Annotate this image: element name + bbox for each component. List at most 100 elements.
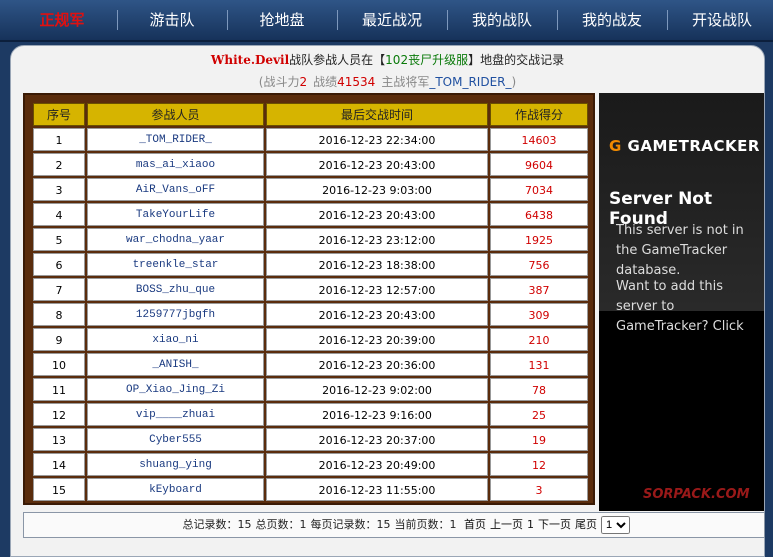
nav-item[interactable]: 我的战队 [471, 11, 532, 29]
time-cell: 2016-12-23 9:02:00 [266, 378, 488, 401]
record-table: 序号 参战人员 最后交战时间 作战得分 1 _TOM_RIDER_ 2016-12-23 2… [23, 93, 595, 505]
player-cell: _TOM_RIDER_ [87, 128, 264, 151]
power-label: (战斗力 [258, 75, 300, 89]
score-cell: 3 [490, 478, 588, 501]
rank-cell: 11 [33, 378, 85, 401]
player-cell: treenkle_star [87, 253, 264, 276]
rank-cell: 9 [33, 328, 85, 351]
time-cell: 2016-12-23 20:43:00 [266, 303, 488, 326]
ad-banner[interactable]: G GAMETRACKER Server Not Found This serv… [599, 93, 764, 511]
player-cell: Cyber555 [87, 428, 264, 451]
nav-item[interactable]: 我的战友 [581, 11, 642, 29]
score-cell: 25 [490, 403, 588, 426]
player-cell: shuang_ying [87, 453, 264, 476]
nav-separator [337, 10, 338, 30]
nav-separator [227, 10, 228, 30]
rank-cell: 10 [33, 353, 85, 376]
time-cell: 2016-12-23 20:39:00 [266, 328, 488, 351]
nav-separator [667, 10, 668, 30]
time-cell: 2016-12-23 20:43:00 [266, 153, 488, 176]
time-cell: 2016-12-23 18:38:00 [266, 253, 488, 276]
rank-cell: 8 [33, 303, 85, 326]
record-label: 战绩 [313, 75, 338, 89]
score-cell: 6438 [490, 203, 588, 226]
player-cell: kEyboard [87, 478, 264, 501]
player-cell: _ANISH_ [87, 353, 264, 376]
header-text: 】地盘的交战记录 [468, 53, 565, 67]
player-cell: OP_Xiao_Jing_Zi [87, 378, 264, 401]
server-name: 102丧尸升级服 [385, 53, 469, 67]
current-value: 1 [449, 518, 457, 531]
player-cell: vip____zhuai [87, 403, 264, 426]
time-cell: 2016-12-23 20:37:00 [266, 428, 488, 451]
nav-item[interactable]: 开设战队 [691, 11, 752, 29]
ad-image [599, 93, 764, 311]
record-value: 41534 [337, 75, 376, 89]
time-cell: 2016-12-23 23:12:00 [266, 228, 488, 251]
summary: (战斗力2 战绩41534 主战将军_TOM_RIDER_) [11, 73, 764, 90]
pagination: 总记录数：15 总页数：1 每页记录数：15 当前页数：1 首页 上一页 1 下一页 尾页 1 [23, 512, 765, 538]
ad-prompt: Want to add this server to GameTracker? … [616, 279, 744, 334]
nav-separator [117, 10, 118, 30]
ad-logo: G GAMETRACKER [609, 137, 760, 155]
time-cell: 2016-12-23 9:16:00 [266, 403, 488, 426]
summary-close: ) [511, 75, 517, 89]
player-cell: 1259777jbgfh [87, 303, 264, 326]
score-cell: 19 [490, 428, 588, 451]
power-value: 2 [299, 75, 308, 89]
time-cell: 2016-12-23 11:55:00 [266, 478, 488, 501]
rank-cell: 6 [33, 253, 85, 276]
per-page-value: 15 [376, 518, 391, 531]
pagination-inner: 总记录数：15 总页数：1 每页记录数：15 当前页数：1 首页 上一页 1 下一页 尾页 1 [183, 513, 630, 537]
ad-title: Server Not Found [609, 189, 713, 229]
nav-item[interactable]: 游击队 [149, 11, 195, 29]
first-page[interactable]: 首页 [464, 518, 486, 531]
per-page-label: 每页记录数： [310, 518, 377, 531]
team-name: White.Devil [210, 53, 290, 67]
rank-cell: 4 [33, 203, 85, 226]
pages-label: 总页数： [255, 518, 300, 531]
time-cell: 2016-12-23 22:34:00 [266, 128, 488, 151]
time-cell: 2016-12-23 12:57:00 [266, 278, 488, 301]
time-cell: 2016-12-23 9:03:00 [266, 178, 488, 201]
nav-item[interactable]: 正规军 [39, 11, 85, 29]
last-page[interactable]: 尾页 [575, 518, 597, 531]
prev-page[interactable]: 上一页 [490, 518, 523, 531]
ad-logo-text: GAMETRACKER [627, 137, 760, 155]
general-label: 主战将军 [381, 75, 430, 89]
header-cell: 最后交战时间 [266, 103, 488, 126]
rank-cell: 5 [33, 228, 85, 251]
watermark: SORPACK.COM [585, 485, 765, 545]
player-cell: xiao_ni [87, 328, 264, 351]
ad-message: This server is not in the GameTracker da… [616, 223, 744, 278]
nav-item[interactable]: 最近战况 [361, 11, 422, 29]
rank-cell: 1 [33, 128, 85, 151]
nav-separator [557, 10, 558, 30]
score-cell: 7034 [490, 178, 588, 201]
score-cell: 9604 [490, 153, 588, 176]
score-cell: 78 [490, 378, 588, 401]
current-label: 当前页数： [394, 518, 450, 531]
rank-cell: 2 [33, 153, 85, 176]
header-cell: 参战人员 [87, 103, 264, 126]
rank-cell: 3 [33, 178, 85, 201]
header-text: 战队参战人员在【 [289, 53, 386, 67]
score-cell: 1925 [490, 228, 588, 251]
nav-item[interactable]: 抢地盘 [259, 11, 305, 29]
rank-cell: 15 [33, 478, 85, 501]
player-cell: mas_ai_xiaoo [87, 153, 264, 176]
score-cell: 12 [490, 453, 588, 476]
time-cell: 2016-12-23 20:43:00 [266, 203, 488, 226]
page-select[interactable]: 1 [601, 516, 630, 534]
watermark-text: SORPACK.COM [643, 487, 750, 502]
rank-cell: 7 [33, 278, 85, 301]
score-cell: 387 [490, 278, 588, 301]
general-name: _TOM_RIDER_ [429, 75, 512, 89]
page-link[interactable]: 1 [527, 518, 534, 531]
header-cell: 作战得分 [490, 103, 588, 126]
player-cell: AiR_Vans_oFF [87, 178, 264, 201]
rank-cell: 13 [33, 428, 85, 451]
ad-logo-g: G [609, 137, 622, 155]
next-page[interactable]: 下一页 [538, 518, 571, 531]
